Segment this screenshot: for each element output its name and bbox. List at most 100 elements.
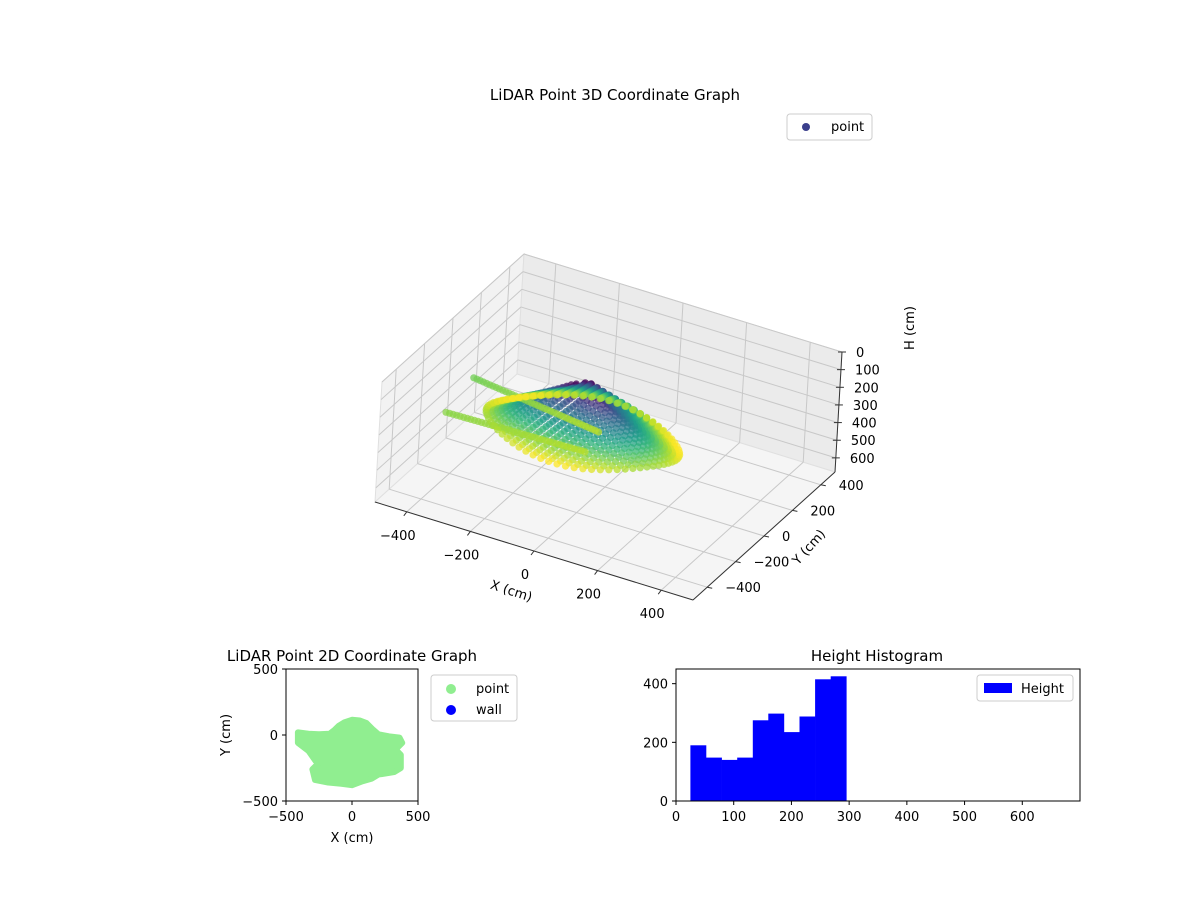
grid-y-side	[502, 266, 511, 387]
data-point-3d	[508, 394, 517, 403]
plot-3d-y-label: Y (cm)	[789, 527, 829, 569]
data-point-3d	[629, 464, 637, 473]
data-point-3d	[654, 422, 663, 430]
histogram-ticks: 0 100 200 300 400 500 600 0 200 400	[643, 678, 1035, 825]
x-tick-label: 300	[837, 810, 862, 825]
x-tick-mark	[466, 531, 471, 536]
data-point-3d	[673, 442, 681, 451]
grid-z-back	[521, 288, 841, 388]
z-tick-label: 400	[852, 417, 877, 432]
data-point-3d	[522, 447, 530, 455]
z-tick-label: 300	[853, 399, 878, 414]
z-tick-label: 500	[851, 434, 876, 449]
histogram-bar	[752, 720, 769, 801]
y-tick-label: 0	[270, 729, 278, 744]
histogram-legend-box	[976, 674, 1074, 702]
plot-3d-y-ticks: −400 −200 0 200 400	[707, 479, 864, 596]
x-tick-label: 400	[894, 810, 919, 825]
grid-z-back	[518, 341, 838, 441]
x-tick-label: 0	[521, 568, 529, 583]
data-point-3d	[503, 395, 511, 403]
x-tick-label: −200	[444, 548, 480, 563]
histogram-bar	[721, 759, 738, 801]
grid-z-back	[519, 324, 839, 424]
plot-3d-title: LiDAR Point 3D Coordinate Graph	[490, 86, 740, 104]
histogram-bar	[799, 716, 816, 801]
histogram-legend: Height	[976, 674, 1074, 702]
histogram-legend-label: Height	[1021, 682, 1064, 697]
data-point-3d	[588, 393, 596, 401]
histogram-frame	[675, 668, 1081, 802]
histogram-bar	[783, 732, 800, 801]
plot-2d-legend-label-wall: wall	[476, 703, 502, 718]
grid-z-back	[522, 271, 842, 371]
data-point-3d	[581, 448, 589, 456]
grid-z-side	[377, 324, 521, 453]
x-tick-mark	[594, 570, 598, 575]
y-tick-label: 0	[782, 530, 790, 545]
data-point-3d	[613, 399, 621, 407]
plot-3d-z-ticks: 0 100 200 300 400 500 600	[831, 346, 880, 467]
histogram-bar	[815, 679, 831, 801]
data-point-3d	[522, 393, 530, 401]
data-point-3d	[621, 402, 629, 410]
data-point-3d	[561, 462, 570, 470]
grid-z-side	[381, 253, 525, 383]
grid-x-back	[611, 283, 620, 404]
plot-2d-points	[294, 716, 406, 789]
data-point-3d	[553, 460, 561, 468]
data-point-3d	[570, 391, 578, 399]
x-tick-label: 600	[1010, 810, 1035, 825]
x-tick-mark	[657, 589, 662, 595]
y-tick-mark	[735, 561, 741, 564]
histogram-bar	[737, 757, 754, 801]
grid-x-back	[802, 342, 811, 463]
z-axis-line	[834, 351, 843, 473]
grid-y-floor	[417, 463, 736, 563]
plot-2d-legend-label-point: point	[476, 682, 509, 697]
data-point-3d	[529, 392, 537, 400]
plot-3d-z-label: H (cm)	[903, 306, 918, 350]
data-point-3d	[529, 451, 537, 459]
grid-z-side	[379, 288, 523, 418]
plot-2d-legend-marker-wall	[446, 705, 456, 715]
data-point-3d	[545, 391, 553, 399]
grid-z-side	[380, 271, 524, 401]
histogram-title: Height Histogram	[811, 647, 943, 665]
x-tick-label: 200	[576, 588, 601, 603]
y-tick-label: 200	[643, 736, 668, 751]
x-tick-label: −400	[380, 529, 416, 544]
y-tick-label: −400	[725, 581, 761, 596]
grid-z-back	[520, 306, 840, 406]
plot-2d-y-label: Y (cm)	[219, 714, 234, 757]
grid-y-floor	[445, 437, 765, 537]
plot-3d-legend-label: point	[831, 120, 864, 135]
data-point-3d	[649, 462, 657, 470]
data-point-3d	[515, 443, 523, 451]
z-tick-label: 200	[854, 381, 879, 396]
x-tick-label: 100	[721, 810, 746, 825]
data-point-3d	[561, 391, 570, 399]
x-tick-mark	[403, 511, 408, 517]
plot-2d: LiDAR Point 2D Coordinate Graph −500 0 500…	[219, 647, 518, 846]
x-tick-label: 400	[640, 607, 665, 622]
x-tick-mark	[530, 550, 535, 556]
data-point-3d	[545, 457, 553, 465]
data-point-3d	[537, 454, 545, 462]
grid-x-back	[739, 322, 748, 443]
y-tick-mark	[707, 586, 713, 589]
plot-histogram: Height Histogram 0 100 200 300 400 500 600 0 200…	[643, 647, 1081, 825]
histogram-bar	[706, 757, 722, 801]
grid-y-side	[473, 292, 482, 413]
grid-y-floor	[389, 488, 708, 588]
data-point-3d	[503, 434, 511, 443]
plot-2d-x-label: X (cm)	[331, 831, 374, 846]
data-point-3d	[509, 439, 517, 447]
z-tick-label: 600	[850, 452, 875, 467]
data-point-3d	[588, 465, 596, 474]
grid-z-side	[375, 359, 519, 489]
plot-2d-title: LiDAR Point 2D Coordinate Graph	[227, 647, 477, 665]
data-point-3d	[596, 466, 604, 474]
data-point-3d	[613, 466, 621, 474]
